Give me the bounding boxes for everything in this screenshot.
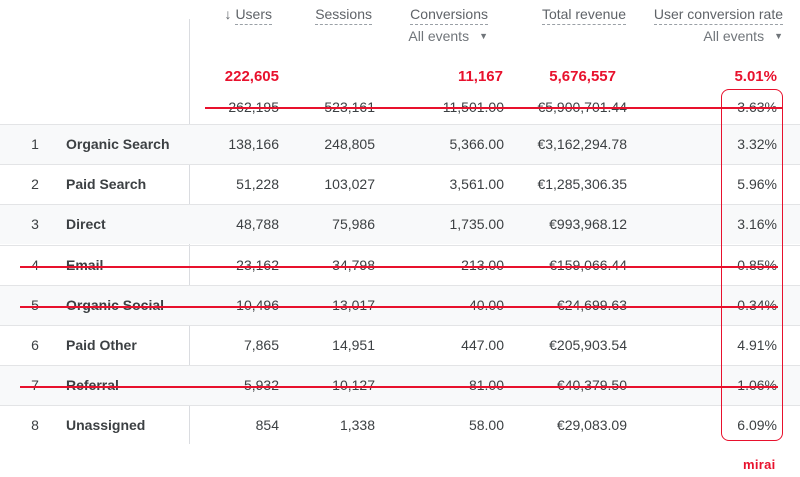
- table-row[interactable]: 3 Direct 48,788 75,986 1,735.00 €993,968.12 3.…: [0, 204, 800, 244]
- revenue-value: €205,903.54: [549, 337, 627, 353]
- conversion-rate-highlight-box: [721, 89, 783, 441]
- sessions-value: 75,986: [332, 216, 375, 232]
- users-value: 10,496: [236, 297, 279, 313]
- revenue-value: €24,699.63: [556, 297, 627, 313]
- header-total-revenue[interactable]: Total revenue: [520, 6, 626, 25]
- rate-value: 0.85%: [737, 257, 777, 273]
- table-row[interactable]: 1 Organic Search 138,166 248,805 5,366.00 €3,…: [0, 124, 800, 164]
- header-user-conversion-rate[interactable]: User conversion rate All events ▼: [636, 6, 783, 44]
- header-sessions[interactable]: Sessions: [296, 6, 372, 25]
- rate-value: 1.06%: [737, 377, 777, 393]
- users-value: 23,162: [236, 257, 279, 273]
- users-value: 5,932: [243, 377, 279, 393]
- channel-name[interactable]: Paid Other: [66, 337, 137, 353]
- channel-name[interactable]: Organic Search: [66, 136, 170, 152]
- sessions-value: 1,338: [339, 417, 375, 433]
- revenue-value: €1,285,306.35: [537, 176, 627, 192]
- conversions-value: 447.00: [461, 337, 504, 353]
- sessions-value: 34,798: [332, 257, 375, 273]
- row-index: 3: [31, 216, 39, 232]
- rate-value: 3.16%: [737, 216, 777, 232]
- conversions-value: 1,735.00: [449, 216, 505, 232]
- conversions-value: 3,561.00: [449, 176, 505, 192]
- header-conversions[interactable]: Conversions All events ▼: [390, 6, 488, 44]
- channel-name[interactable]: Direct: [66, 216, 106, 232]
- channel-name[interactable]: Paid Search: [66, 176, 147, 192]
- header-users[interactable]: ↓ Users: [200, 6, 272, 25]
- total-revenue-highlight: 5,676,557: [549, 68, 616, 85]
- arrow-down-icon: ↓: [224, 6, 232, 22]
- row-index: 1: [31, 136, 39, 152]
- table-row[interactable]: 2 Paid Search 51,228 103,027 3,561.00 €1,285,…: [0, 164, 800, 204]
- sessions-value: 248,805: [324, 136, 375, 152]
- revenue-value: €29,083.09: [556, 417, 627, 433]
- brand-logo: mirai: [743, 457, 776, 472]
- rate-value: 0.34%: [737, 297, 777, 313]
- revenue-value: €40,379.50: [556, 377, 627, 393]
- row-index: 4: [31, 257, 39, 273]
- strike-line-totals: [205, 107, 783, 109]
- users-value: 854: [255, 417, 279, 433]
- conversions-event-filter[interactable]: All events ▼: [408, 28, 488, 44]
- rate-value: 5.96%: [737, 176, 777, 192]
- channel-name[interactable]: Email: [66, 257, 104, 273]
- conversions-value: 58.00: [468, 417, 504, 433]
- table-row[interactable]: 7 Referral 5,932 10,127 81.00 €40,379.50 1.06%: [0, 365, 800, 405]
- channel-name[interactable]: Organic Social: [66, 297, 165, 313]
- channel-name[interactable]: Unassigned: [66, 417, 146, 433]
- channel-name[interactable]: Referral: [66, 377, 119, 393]
- table-row[interactable]: 5 Organic Social 10,496 13,017 40.00 €24,699.…: [0, 285, 800, 325]
- users-value: 138,166: [228, 136, 279, 152]
- strike-line: [20, 306, 778, 308]
- row-index: 2: [31, 176, 39, 192]
- table-row[interactable]: 6 Paid Other 7,865 14,951 447.00 €205,903.54 4…: [0, 325, 800, 365]
- rate-value: 3.32%: [737, 136, 777, 152]
- conversions-value: 5,366.00: [449, 136, 505, 152]
- sessions-value: 14,951: [332, 337, 375, 353]
- sessions-value: 10,127: [332, 377, 375, 393]
- dropdown-caret-icon: ▼: [479, 31, 488, 41]
- rate-event-filter[interactable]: All events ▼: [703, 28, 783, 44]
- conversions-value: 40.00: [468, 297, 504, 313]
- row-index: 6: [31, 337, 39, 353]
- rate-value: 6.09%: [737, 417, 777, 433]
- revenue-value: €159,066.44: [549, 257, 627, 273]
- table-row[interactable]: 8 Unassigned 854 1,338 58.00 €29,083.09 6.09%: [0, 405, 800, 445]
- row-index: 8: [31, 417, 39, 433]
- conversions-value: 81.00: [468, 377, 504, 393]
- users-value: 7,865: [243, 337, 279, 353]
- sessions-value: 13,017: [332, 297, 375, 313]
- users-value: 48,788: [236, 216, 279, 232]
- users-value: 51,228: [236, 176, 279, 192]
- total-users-highlight: 222,605: [224, 68, 279, 85]
- rate-value: 4.91%: [737, 337, 777, 353]
- total-conversions-highlight: 11,167: [457, 68, 503, 85]
- dropdown-caret-icon: ▼: [774, 31, 783, 41]
- revenue-value: €3,162,294.78: [537, 136, 627, 152]
- table-row[interactable]: 4 Email 23,162 34,798 213.00 €159,066.44 0.85%: [0, 245, 800, 285]
- strike-line: [20, 266, 778, 268]
- conversions-value: 213.00: [461, 257, 504, 273]
- row-index: 7: [31, 377, 39, 393]
- row-index: 5: [31, 297, 39, 313]
- sessions-value: 103,027: [324, 176, 375, 192]
- total-rate-highlight: 5.01%: [734, 68, 777, 85]
- revenue-value: €993,968.12: [549, 216, 627, 232]
- strike-line: [20, 386, 778, 388]
